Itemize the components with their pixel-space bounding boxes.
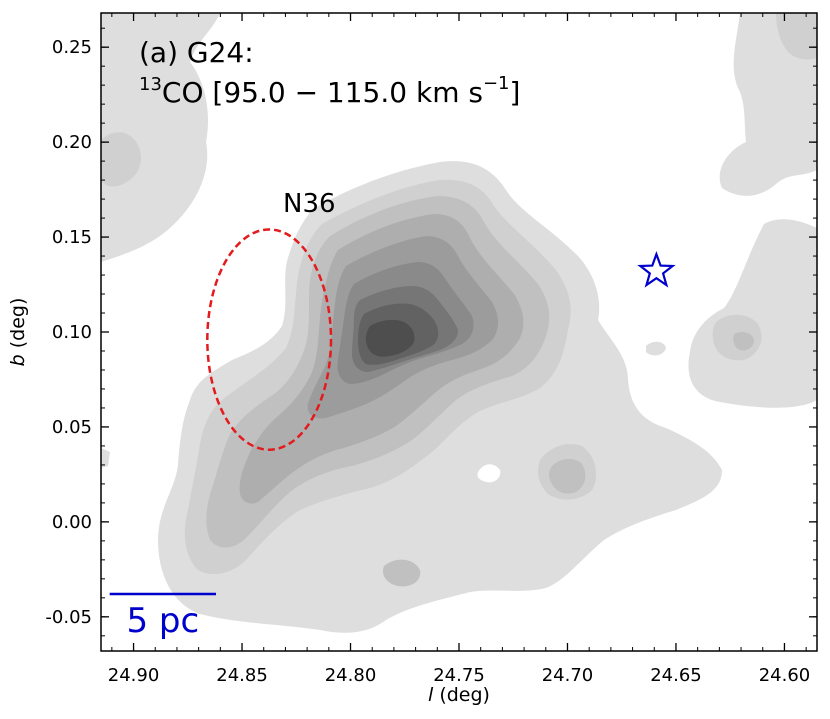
y-tick-labels: -0.05 0.00 0.05 0.10 0.15 0.20 0.25	[45, 37, 92, 628]
x-tick-label: 24.85	[216, 665, 268, 686]
y-tick-label: 0.00	[52, 512, 92, 533]
contour-region-left-edge	[101, 448, 110, 468]
y-tick-label: 0.05	[52, 417, 92, 438]
x-tick-label: 24.65	[650, 665, 702, 686]
contour-level-3-right-bump	[549, 458, 586, 494]
x-tick-label: 24.60	[759, 665, 811, 686]
x-tick-label: 24.90	[108, 665, 160, 686]
contour-region-top-right	[719, 13, 817, 196]
x-tick-label: 24.70	[542, 665, 594, 686]
x-tick-label: 24.75	[433, 665, 485, 686]
contour-region-small-right	[646, 341, 666, 356]
contour-region-top-left	[101, 13, 220, 262]
y-tick-label: 0.10	[52, 322, 92, 343]
chart-title-line2: 13CO [95.0 − 115.0 km s−1]	[139, 73, 520, 109]
bubble-label: N36	[283, 189, 336, 219]
x-tick-labels: 24.90 24.85 24.80 24.75 24.70 24.65 24.60	[108, 665, 810, 686]
scale-bar-label: 5 pc	[126, 601, 199, 641]
x-tick-label: 24.80	[325, 665, 377, 686]
x-axis-unit: (deg)	[433, 684, 490, 706]
axis-ticks	[101, 13, 817, 651]
contour-clump-south	[382, 559, 421, 587]
chart-title-line1: (a) G24:	[139, 36, 254, 69]
star-marker	[637, 250, 676, 288]
contour-clump-topright-level2	[776, 13, 817, 60]
contour-clump-right-level3	[733, 332, 754, 351]
contour-clump-left-level2	[101, 132, 142, 187]
title-unit-exponent: −1	[483, 73, 510, 94]
y-tick-label: 0.20	[52, 132, 92, 153]
contour-hole	[477, 464, 501, 483]
y-tick-label: -0.05	[45, 607, 92, 628]
x-axis-variable: l	[428, 684, 434, 706]
contour-region-right	[688, 219, 817, 408]
y-tick-label: 0.15	[52, 227, 92, 248]
y-axis-unit: (deg)	[7, 298, 29, 355]
contour-level-9-peak	[365, 319, 415, 357]
bubble-ellipse	[206, 228, 333, 451]
co-emission-contours	[101, 13, 817, 633]
title-mass-number: 13	[139, 74, 162, 95]
x-axis-label: l (deg)	[428, 684, 490, 706]
y-axis-label: b (deg)	[7, 298, 29, 367]
title-close-bracket: ]	[510, 76, 521, 109]
y-axis-variable: b	[7, 354, 29, 366]
y-tick-label: 0.25	[52, 37, 92, 58]
title-main: CO [95.0 − 115.0 km s	[162, 76, 483, 109]
